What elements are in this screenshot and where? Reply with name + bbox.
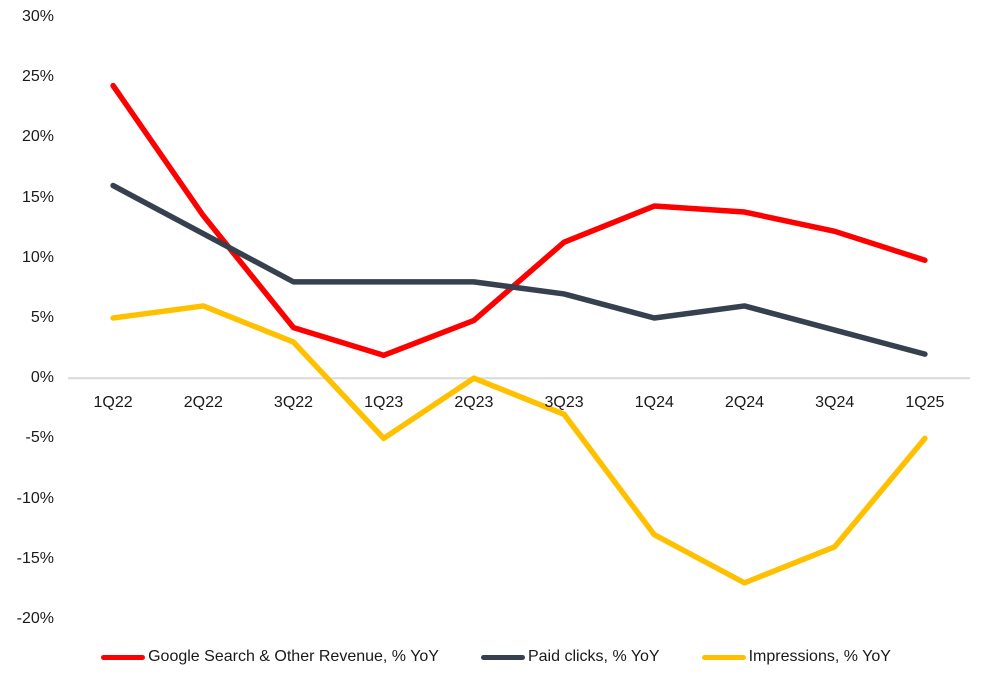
y-tick-label: 15%: [21, 188, 54, 206]
legend-label-impressions: Impressions, % YoY: [748, 648, 891, 665]
x-tick-label: 2Q23: [454, 394, 494, 411]
legend-swatch-paid-clicks-icon: [480, 654, 525, 660]
y-tick-label: -5%: [25, 429, 54, 447]
y-tick-label: 10%: [21, 248, 54, 266]
x-tick-label: 3Q23: [544, 394, 584, 411]
legend-swatch-impressions-icon: [701, 654, 746, 660]
x-tick-label: 2Q24: [724, 394, 765, 411]
legend-label-revenue: Google Search & Other Revenue, % YoY: [148, 648, 439, 665]
legend-item-impressions: Impressions, % YoY: [701, 648, 891, 666]
y-tick-label: 20%: [21, 128, 54, 146]
y-tick-label: 0%: [30, 369, 54, 387]
x-tick-label: 1Q25: [905, 394, 945, 411]
legend-swatch-revenue-icon: [101, 654, 146, 660]
x-tick-label: 1Q24: [634, 394, 674, 411]
x-tick-label: 3Q22: [273, 394, 314, 411]
y-tick-label: -20%: [16, 610, 54, 627]
x-tick-label: 3Q24: [815, 394, 855, 411]
series-line-1: [110, 182, 928, 357]
legend-item-paid-clicks: Paid clicks, % YoY: [480, 648, 660, 666]
y-tick-label: -10%: [16, 489, 54, 507]
y-tick-label: 25%: [21, 68, 54, 86]
series-line-2: [110, 303, 928, 586]
y-tick-label: -15%: [16, 549, 54, 567]
x-tick-label: 1Q22: [93, 394, 133, 411]
chart-legend: Google Search & Other Revenue, % YoY Pai…: [0, 648, 992, 666]
legend-label-paid-clicks: Paid clicks, % YoY: [527, 648, 660, 665]
series-line-0: [110, 82, 928, 359]
y-tick-label: 5%: [30, 309, 54, 326]
x-tick-label: 2Q22: [183, 394, 223, 411]
y-tick-label: 30%: [21, 8, 54, 25]
x-tick-label: 1Q23: [364, 394, 404, 411]
legend-item-revenue: Google Search & Other Revenue, % YoY: [101, 648, 439, 666]
